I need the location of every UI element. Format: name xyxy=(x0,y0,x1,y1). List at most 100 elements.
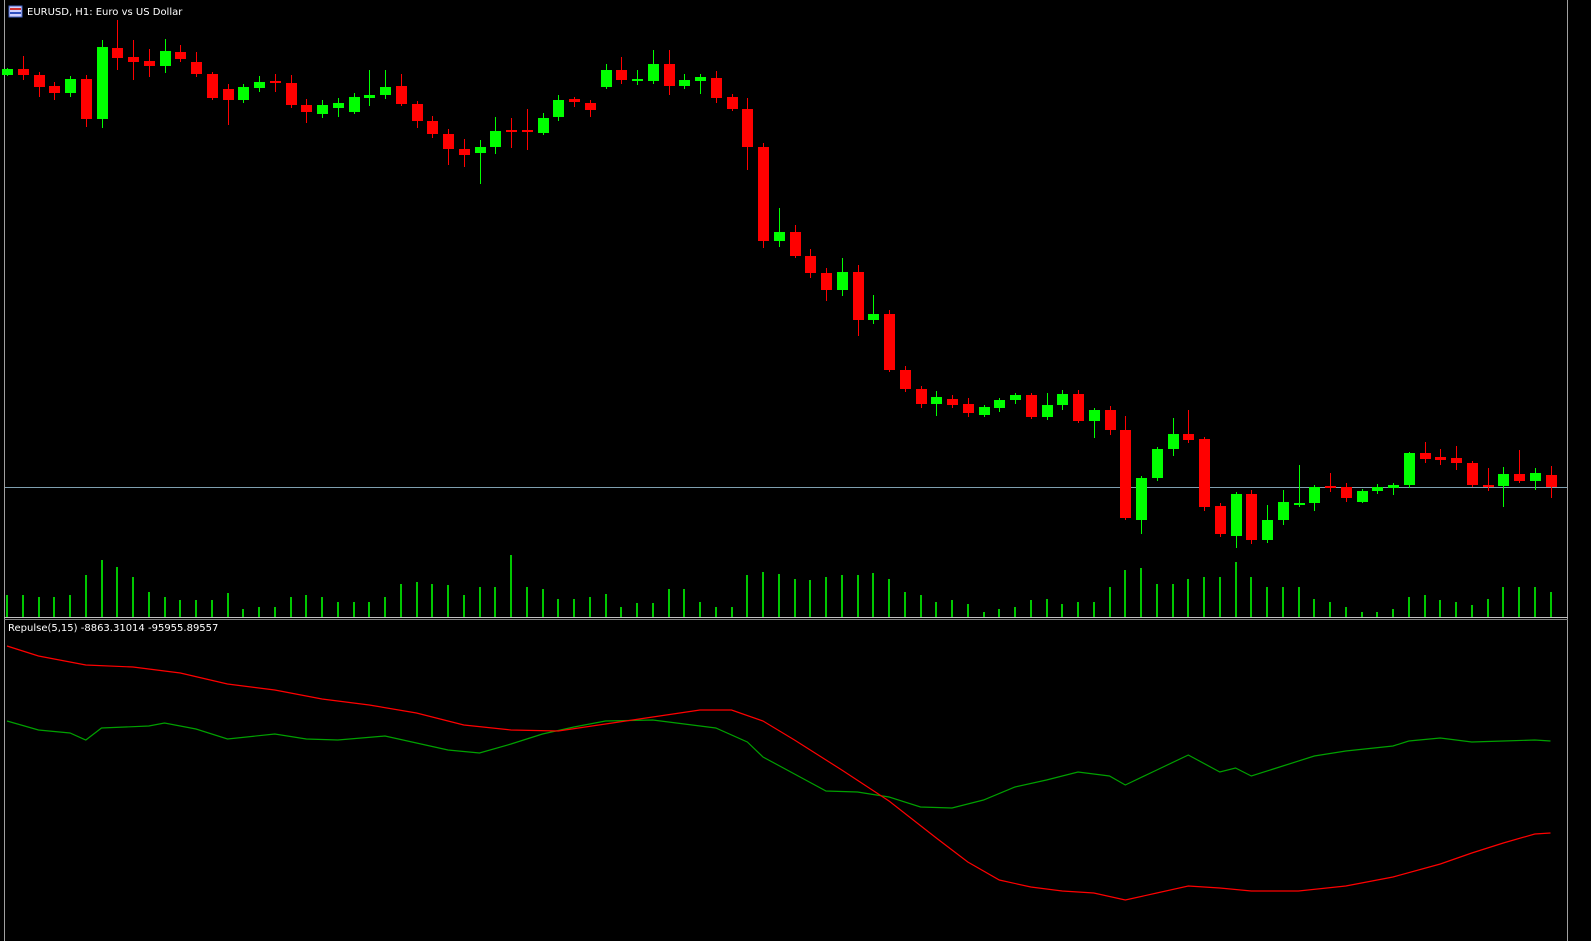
volume-bar xyxy=(1345,607,1347,617)
candle-body xyxy=(711,78,722,98)
candle-body xyxy=(1357,491,1368,502)
candle-body xyxy=(412,104,423,121)
candle-body xyxy=(1136,478,1147,520)
candle-body xyxy=(742,109,753,147)
volume-bar xyxy=(794,579,796,617)
candle-body xyxy=(1262,520,1273,540)
volume-bar xyxy=(1361,612,1363,617)
candle-body xyxy=(553,100,564,117)
volume-bar xyxy=(872,573,874,617)
candle-body xyxy=(931,397,942,404)
candle-body xyxy=(223,89,234,100)
volume-bar xyxy=(85,575,87,617)
volume-bar xyxy=(38,597,40,617)
candle-body xyxy=(1042,405,1053,417)
candle-body xyxy=(443,134,454,149)
candle-body xyxy=(821,273,832,290)
volume-bar xyxy=(1534,587,1536,617)
volume-bar xyxy=(1046,599,1048,617)
candle-body xyxy=(1467,463,1478,485)
volume-bar xyxy=(857,575,859,617)
volume-bar xyxy=(132,577,134,617)
candle-body xyxy=(1215,506,1226,534)
candle-body xyxy=(1309,487,1320,503)
candle-body xyxy=(1435,457,1446,460)
volume-bar xyxy=(1109,587,1111,617)
volume-bar xyxy=(1376,612,1378,617)
candle-body xyxy=(1514,474,1525,481)
candle-body xyxy=(160,51,171,66)
volume-bar xyxy=(888,579,890,617)
symbol-icon xyxy=(8,5,23,18)
candle-body xyxy=(522,130,533,132)
volume-bar xyxy=(353,602,355,617)
candle-body xyxy=(1420,453,1431,459)
volume-bar xyxy=(290,597,292,617)
volume-bar xyxy=(904,592,906,617)
candle-body xyxy=(1278,502,1289,520)
candle-body xyxy=(632,79,643,81)
volume-bar xyxy=(1235,562,1237,617)
volume-bar xyxy=(967,604,969,617)
candle-body xyxy=(490,131,501,147)
candle-body xyxy=(916,389,927,404)
candle-body xyxy=(884,314,895,370)
volume-bar xyxy=(305,595,307,617)
candle-body xyxy=(34,75,45,87)
volume-bar xyxy=(22,595,24,617)
candle-body xyxy=(648,64,659,81)
candle-body xyxy=(1057,394,1068,405)
volume-bar xyxy=(652,603,654,617)
candle-body xyxy=(679,80,690,86)
volume-bar xyxy=(1282,587,1284,617)
candle-body xyxy=(475,147,486,153)
volume-bar xyxy=(227,593,229,617)
volume-bar xyxy=(479,587,481,617)
candle-body xyxy=(459,149,470,155)
indicator-line xyxy=(6,645,1551,901)
candle-body xyxy=(1152,449,1163,478)
candle-body xyxy=(396,86,407,104)
volume-bar xyxy=(1266,587,1268,617)
candle-body xyxy=(569,99,580,102)
volume-bar xyxy=(762,572,764,617)
volume-bar xyxy=(1172,584,1174,617)
candle-body xyxy=(994,400,1005,408)
volume-bar xyxy=(825,577,827,617)
candle-body xyxy=(333,103,344,108)
volume-bar xyxy=(1030,600,1032,617)
candle-body xyxy=(65,79,76,93)
volume-bar xyxy=(164,597,166,617)
volume-bar xyxy=(1298,587,1300,617)
volume-bar xyxy=(746,575,748,617)
candle-body xyxy=(1010,395,1021,400)
volume-bar xyxy=(731,607,733,617)
candle-body xyxy=(774,232,785,241)
volume-bar xyxy=(951,600,953,617)
volume-bar xyxy=(1093,602,1095,617)
volume-bar xyxy=(1014,607,1016,617)
volume-bar xyxy=(1313,599,1315,617)
candle-body xyxy=(254,82,265,88)
volume-bar xyxy=(53,597,55,617)
volume-bar xyxy=(510,555,512,617)
volume-bar xyxy=(809,580,811,617)
volume-bar xyxy=(258,607,260,617)
volume-bar xyxy=(1471,605,1473,617)
candle-body xyxy=(238,87,249,100)
candle-body xyxy=(128,57,139,62)
candle-body xyxy=(664,64,675,86)
candle-body xyxy=(191,62,202,74)
volume-bar xyxy=(321,597,323,617)
candle-body xyxy=(1073,394,1084,421)
candle-body xyxy=(380,87,391,95)
volume-bar xyxy=(1250,577,1252,617)
volume-bar xyxy=(589,597,591,617)
candle-body xyxy=(18,69,29,75)
candle-body xyxy=(1294,503,1305,505)
volume-bar xyxy=(699,602,701,617)
candle-body xyxy=(1341,487,1352,498)
volume-bar xyxy=(998,609,1000,617)
volume-bar xyxy=(920,595,922,617)
